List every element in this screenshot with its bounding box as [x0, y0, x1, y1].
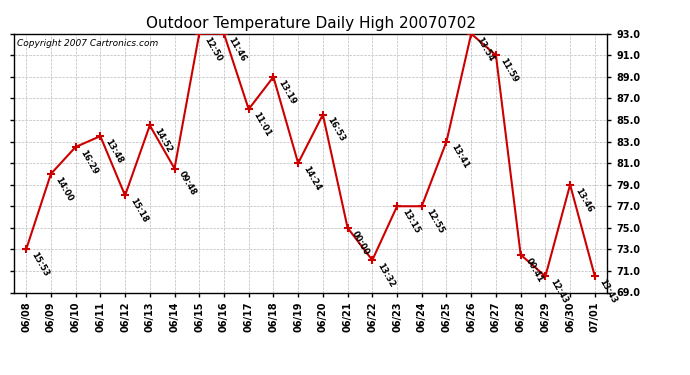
Text: 11:01: 11:01 — [251, 111, 273, 138]
Text: 12:43: 12:43 — [548, 278, 569, 305]
Text: 15:53: 15:53 — [29, 251, 50, 278]
Text: 12:50: 12:50 — [202, 35, 223, 63]
Text: 12:55: 12:55 — [424, 208, 446, 236]
Text: 13:48: 13:48 — [103, 138, 124, 165]
Text: Copyright 2007 Cartronics.com: Copyright 2007 Cartronics.com — [17, 39, 158, 48]
Text: 13:46: 13:46 — [573, 186, 594, 214]
Text: 11:59: 11:59 — [499, 57, 520, 84]
Text: 13:54: 13:54 — [474, 35, 495, 63]
Text: 13:15: 13:15 — [400, 208, 421, 235]
Text: 00:00: 00:00 — [351, 229, 371, 256]
Text: 14:00: 14:00 — [54, 175, 75, 203]
Text: 13:43: 13:43 — [598, 278, 619, 305]
Text: 14:52: 14:52 — [152, 127, 174, 154]
Title: Outdoor Temperature Daily High 20070702: Outdoor Temperature Daily High 20070702 — [146, 16, 475, 31]
Text: 16:53: 16:53 — [326, 116, 347, 144]
Text: 09:48: 09:48 — [177, 170, 198, 197]
Text: 00:41: 00:41 — [524, 256, 544, 284]
Text: 16:29: 16:29 — [79, 148, 99, 176]
Text: 14:24: 14:24 — [301, 165, 322, 192]
Text: 13:32: 13:32 — [375, 261, 396, 289]
Text: 13:19: 13:19 — [276, 78, 297, 106]
Text: 11:46: 11:46 — [227, 35, 248, 63]
Text: 13:41: 13:41 — [449, 143, 471, 171]
Text: 15:18: 15:18 — [128, 197, 149, 225]
